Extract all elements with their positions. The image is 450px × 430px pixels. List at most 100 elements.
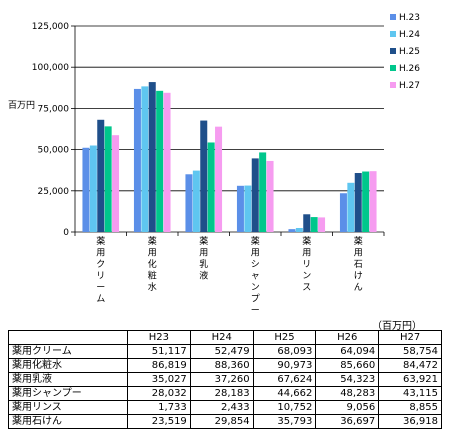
y-tick-label: 125,000 xyxy=(32,22,69,32)
table-column-header: H23 xyxy=(127,330,191,345)
table-cell: 51,117 xyxy=(127,344,191,359)
table-cell: 44,662 xyxy=(252,386,317,401)
table-cell: 43,115 xyxy=(378,386,442,401)
table-cell: 88,360 xyxy=(189,358,254,373)
category-label: 薬用乳液 xyxy=(199,235,208,282)
bar xyxy=(156,90,164,232)
legend-swatch xyxy=(390,82,396,88)
table-row: 薬用シャンプー 28,032 28,183 44,662 48,283 43,115 xyxy=(8,386,442,401)
table-cell: 48,283 xyxy=(315,386,380,401)
table-row-label: 薬用化粧水 xyxy=(8,358,128,373)
category-labels: 薬用クリーム 薬用化粧水 薬用乳液 薬用シャンプー 薬用リンス 薬用石けん xyxy=(96,235,363,315)
y-tick-label: 100,000 xyxy=(32,63,69,73)
bar xyxy=(354,173,362,232)
table-cell: 63,921 xyxy=(378,372,442,387)
table-cell: 84,472 xyxy=(378,358,442,373)
bar xyxy=(163,92,171,232)
table-cell: 23,519 xyxy=(127,414,191,429)
table-cell: 64,094 xyxy=(315,344,380,359)
y-tick-labels: 0 25,000 50,000 75,000 100,000 125,000 xyxy=(32,22,69,238)
category-label: 薬用シャンプー xyxy=(251,235,260,315)
y-tick-label: 25,000 xyxy=(38,187,70,197)
bar xyxy=(82,147,90,232)
legend: H.23 H.24 H.25 H.26 H.27 xyxy=(390,13,420,91)
table-cell: 90,973 xyxy=(252,358,317,373)
table-cell: 35,027 xyxy=(127,372,191,387)
table-cell: 9,056 xyxy=(315,400,380,415)
table-column-header: H25 xyxy=(252,330,317,345)
bar xyxy=(200,120,208,232)
legend-swatch xyxy=(390,65,396,71)
bar-chart: 0 25,000 50,000 75,000 100,000 125,000 薬用クリーム… xyxy=(8,13,420,315)
bar xyxy=(236,185,244,232)
table-row: 薬用リンス 1,733 2,433 10,752 9,056 8,855 xyxy=(8,400,442,415)
table-column-header: H27 xyxy=(378,330,442,345)
table-row-label: 薬用石けん xyxy=(8,414,128,429)
table-cell: 36,697 xyxy=(315,414,380,429)
bar xyxy=(251,158,259,232)
bar xyxy=(112,135,120,232)
legend-label: H.26 xyxy=(399,64,420,74)
bar xyxy=(89,145,97,232)
bar xyxy=(133,88,141,232)
bar xyxy=(339,193,347,232)
category-label: 薬用クリーム xyxy=(96,235,105,305)
bar xyxy=(266,160,274,232)
table-cell: 28,183 xyxy=(189,386,254,401)
legend-label: H.24 xyxy=(399,30,420,40)
table-cell: 2,433 xyxy=(189,400,254,415)
bar xyxy=(97,119,105,232)
bar xyxy=(295,227,303,232)
gridlines xyxy=(75,25,384,192)
table-cell: 28,032 xyxy=(127,386,191,401)
legend-label: H.27 xyxy=(399,81,420,91)
table-cell: 58,754 xyxy=(378,344,442,359)
bar xyxy=(369,171,377,232)
table-row: 薬用化粧水 86,819 88,360 90,973 85,660 84,472 xyxy=(8,358,442,373)
table-cell: 10,752 xyxy=(252,400,317,415)
table-cell: 85,660 xyxy=(315,358,380,373)
bar xyxy=(259,152,267,232)
table-cell: 1,733 xyxy=(127,400,191,415)
table-cell: 29,854 xyxy=(189,414,254,429)
y-tick-label: 50,000 xyxy=(38,146,70,156)
bar xyxy=(192,170,200,232)
y-axis-label: 百万円 xyxy=(8,100,35,111)
y-tick-label: 0 xyxy=(63,228,69,238)
bar xyxy=(207,142,215,232)
bar xyxy=(362,171,370,232)
data-table: H23 H24 H25 H26 H27 薬用クリーム 51,117 52,479 68,093… xyxy=(8,330,442,429)
legend-swatch xyxy=(390,14,396,20)
table-column-header: H24 xyxy=(189,330,254,345)
table-column-header: H26 xyxy=(315,330,380,345)
category-label: 薬用石けん xyxy=(354,235,363,293)
legend-swatch xyxy=(390,31,396,37)
category-label: 薬用化粧水 xyxy=(148,235,157,293)
table-row-label: 薬用乳液 xyxy=(8,372,128,387)
table-cell: 37,260 xyxy=(189,372,254,387)
legend-label: H.25 xyxy=(399,47,420,57)
table-row-label: 薬用クリーム xyxy=(8,344,128,359)
table-cell: 68,093 xyxy=(252,344,317,359)
table-row: 薬用乳液 35,027 37,260 67,624 54,323 63,921 xyxy=(8,372,442,387)
bar xyxy=(148,82,156,232)
table-unit-note: （百万円） xyxy=(372,321,422,332)
table-cell: 8,855 xyxy=(378,400,442,415)
bars xyxy=(82,82,377,232)
table-cell: 67,624 xyxy=(252,372,317,387)
table-row: 薬用石けん 23,519 29,854 35,793 36,697 36,918 xyxy=(8,414,442,429)
bar xyxy=(185,174,193,232)
legend-swatch xyxy=(390,48,396,54)
bar xyxy=(303,214,311,232)
table-row: 薬用クリーム 51,117 52,479 68,093 64,094 58,754 xyxy=(8,344,442,359)
y-tick-label: 75,000 xyxy=(38,104,70,114)
category-label: 薬用リンス xyxy=(302,235,311,293)
table-cell: 35,793 xyxy=(252,414,317,429)
bar xyxy=(310,217,318,232)
table-body: 薬用クリーム 51,117 52,479 68,093 64,094 58,754 薬用化粧… xyxy=(8,344,442,429)
table-cell: 52,479 xyxy=(189,344,254,359)
table-row-label: 薬用リンス xyxy=(8,400,128,415)
table-header-row: H23 H24 H25 H26 H27 xyxy=(8,330,442,345)
bar xyxy=(288,229,296,232)
bar xyxy=(318,217,326,232)
